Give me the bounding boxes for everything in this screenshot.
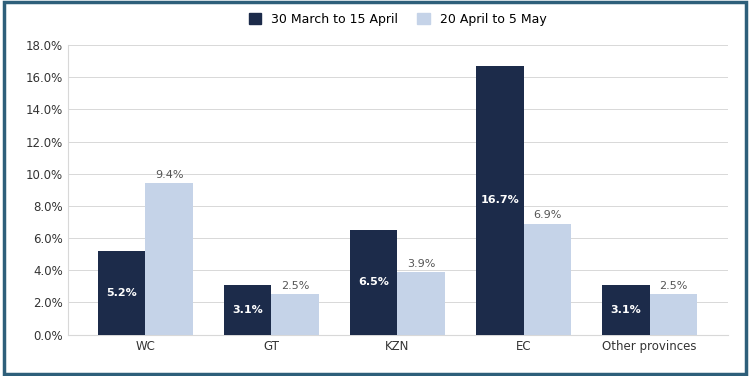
- Bar: [350, 230, 398, 335]
- Text: 3.1%: 3.1%: [232, 305, 262, 315]
- Bar: [476, 66, 524, 335]
- Bar: [224, 285, 272, 335]
- Text: 3.9%: 3.9%: [407, 259, 436, 269]
- Text: 5.2%: 5.2%: [106, 288, 136, 298]
- Bar: [98, 251, 146, 335]
- Text: 6.9%: 6.9%: [533, 211, 562, 220]
- Bar: [650, 294, 698, 335]
- Text: 16.7%: 16.7%: [480, 196, 519, 205]
- Bar: [602, 285, 650, 335]
- Text: 2.5%: 2.5%: [659, 281, 688, 291]
- Text: 6.5%: 6.5%: [358, 277, 389, 287]
- Text: 9.4%: 9.4%: [155, 170, 184, 180]
- Text: 3.1%: 3.1%: [610, 305, 641, 315]
- Bar: [146, 183, 194, 335]
- Bar: [524, 224, 572, 335]
- Legend: 30 March to 15 April, 20 April to 5 May: 30 March to 15 April, 20 April to 5 May: [244, 8, 551, 31]
- Bar: [398, 272, 445, 335]
- Text: 2.5%: 2.5%: [281, 281, 310, 291]
- Bar: [272, 294, 320, 335]
